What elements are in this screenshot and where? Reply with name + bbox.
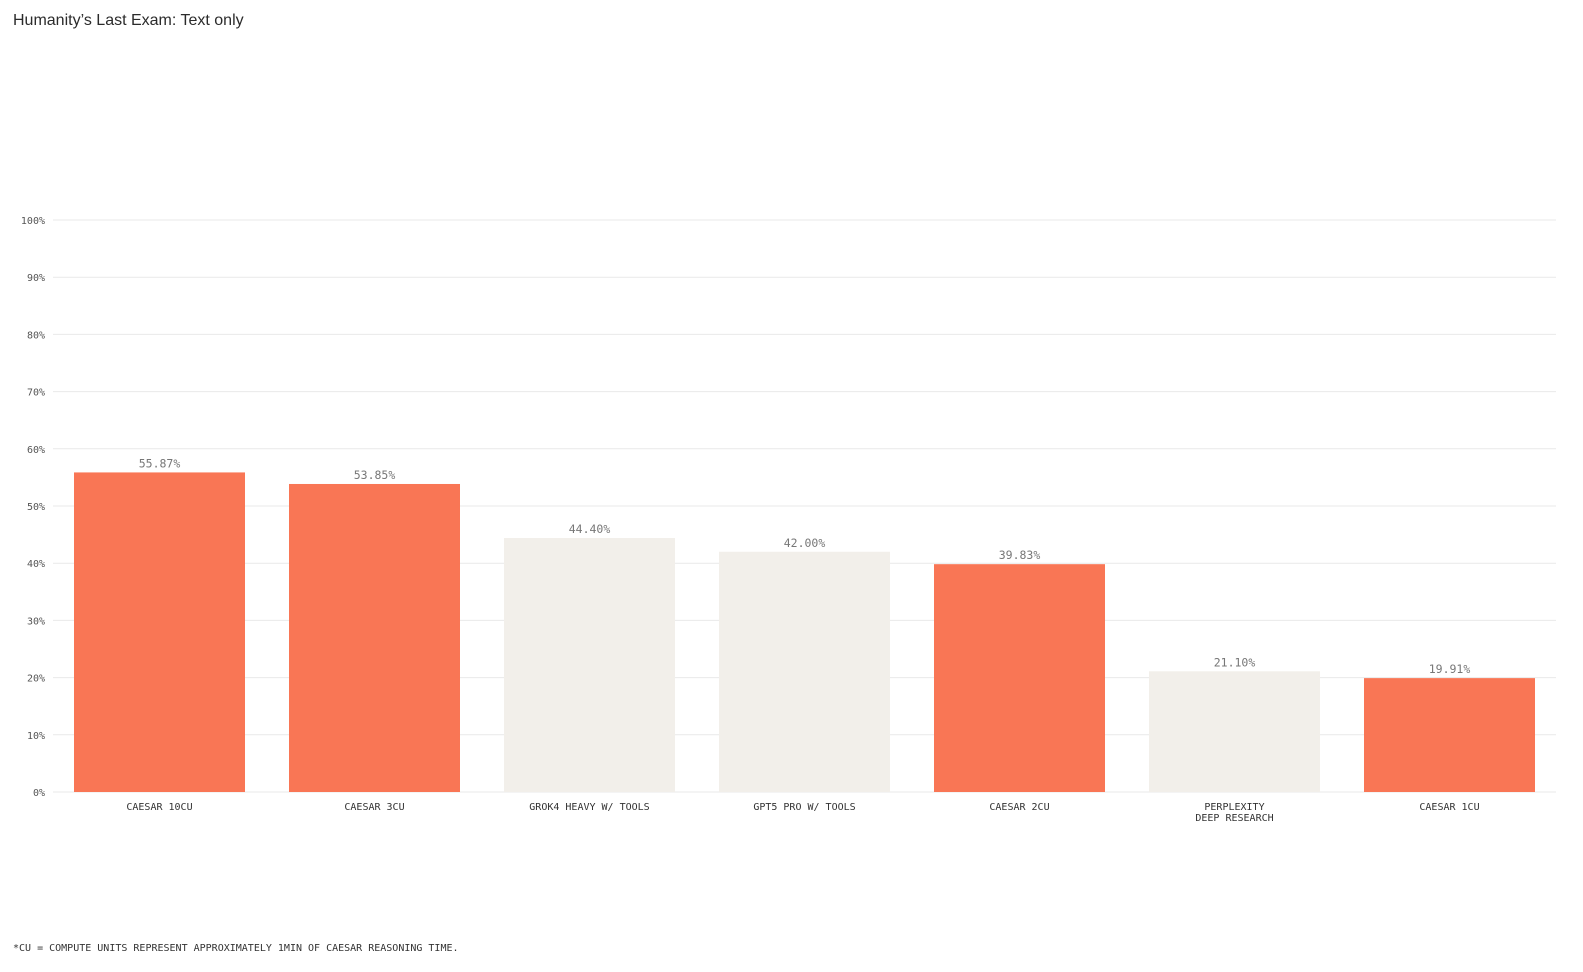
value-label: 44.40% [569,522,611,536]
x-tick-label: CAESAR 1CU [1419,802,1479,813]
x-tick-label: CAESAR 3CU [344,802,404,813]
value-labels: 55.87% 53.85% 44.40% 42.00% 39.83% 21.10% 19.9… [139,456,1471,676]
y-tick-label: 10% [27,731,45,742]
y-tick-label: 90% [27,273,45,284]
y-tick-label: 50% [27,502,45,513]
value-label: 55.87% [139,456,181,470]
bar [719,551,890,792]
value-label: 39.83% [999,548,1041,562]
x-tick-label: PERPLEXITY [1204,802,1264,813]
x-tick-label: GPT5 PRO W/ TOOLS [753,802,855,813]
y-tick-label: 30% [27,616,45,627]
value-label: 21.10% [1214,655,1256,669]
bar [1364,678,1535,792]
y-tick-label: 80% [27,330,45,341]
y-tick-label: 70% [27,388,45,399]
bars [74,472,1535,792]
y-tick-label: 60% [27,445,45,456]
footnote: *CU = COMPUTE UNITS REPRESENT APPROXIMAT… [13,943,459,954]
y-tick-label: 100% [21,216,45,227]
bar [934,564,1105,792]
bar [289,483,460,792]
y-tick-label: 0% [33,788,45,799]
bar [74,472,245,792]
value-label: 53.85% [354,468,396,482]
value-label: 19.91% [1429,662,1471,676]
x-tick-label: CAESAR 10CU [126,802,192,813]
y-axis-ticks: 0% 10% 20% 30% 40% 50% 60% 70% 80% 90% 100% [21,216,45,799]
y-tick-label: 20% [27,674,45,685]
bar [1149,671,1320,792]
bar [504,538,675,792]
chart-title: Humanity’s Last Exam: Text only [13,12,244,29]
x-tick-label: CAESAR 2CU [989,802,1049,813]
x-tick-label: DEEP RESEARCH [1195,813,1273,824]
x-tick-label: GROK4 HEAVY W/ TOOLS [529,802,649,813]
y-tick-label: 40% [27,559,45,570]
value-label: 42.00% [784,536,826,550]
x-axis-labels: CAESAR 10CU CAESAR 3CU GROK4 HEAVY W/ TOOL… [126,802,1479,824]
